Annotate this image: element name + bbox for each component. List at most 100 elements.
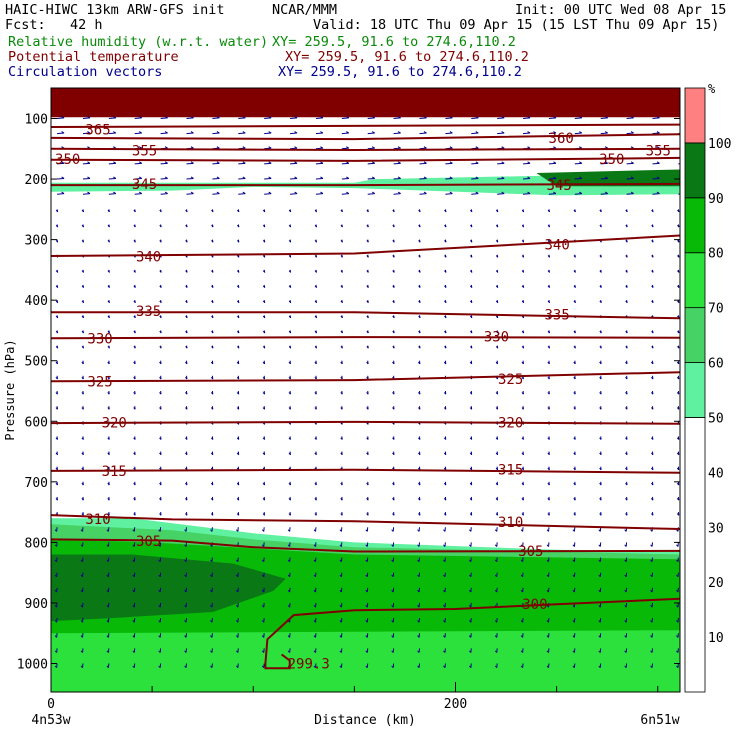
vector-arrow-257 [210,648,213,653]
vector-arrow-38 [82,131,91,135]
vector-arrow-424 [340,375,343,380]
vector-arrow-284 [236,496,240,501]
theta-contour-0 [51,123,680,128]
vector-arrow-137 [133,512,136,516]
vector-arrow-69 [80,602,84,608]
vector-arrow-808 [598,587,602,593]
vector-arrow-114 [134,161,142,165]
vector-arrow-876 [651,496,654,501]
vector-arrow-215 [184,572,188,578]
vector-arrow-10 [55,269,59,273]
vector-arrow-554 [417,663,420,669]
vector-arrow-109 [106,648,110,653]
vector-arrow-605 [469,315,473,319]
vector-arrow-503 [392,451,395,456]
vector-arrow-225 [212,161,220,165]
vector-arrow-600 [469,239,473,243]
vector-arrow-571 [443,360,447,365]
vector-arrow-368 [287,648,291,653]
vector-arrow-540 [418,451,421,456]
vector-arrow-389 [314,406,317,410]
vector-arrow-614 [469,451,473,456]
vector-arrow-863 [651,300,654,304]
vector-arrow-828 [625,330,628,334]
vector-arrow-321 [262,496,266,501]
vector-arrow-209 [185,481,188,486]
vector-arrow-174 [159,512,162,516]
vector-arrow-733 [546,572,550,578]
vector-arrow-24 [55,481,58,486]
vector-arrow-403 [313,618,317,623]
vector-arrow-260 [238,131,246,135]
vector-arrow-714 [547,284,551,288]
vector-arrow-272 [236,315,240,319]
vector-arrow-842 [624,542,628,547]
vector-arrow-145 [132,633,136,638]
vector-arrow-312 [262,360,266,365]
vector-arrow-291 [235,602,239,608]
vector-arrow-67 [80,572,84,578]
vector-arrow-734 [546,587,550,593]
vector-arrow-586 [443,587,446,593]
vector-arrow-737 [546,633,550,638]
vector-arrow-531 [418,315,421,319]
vector-arrow-223 [212,131,220,135]
vector-arrow-8 [55,239,59,243]
vector-arrow-23 [55,466,58,471]
vector-arrow-90 [107,360,110,365]
vector-arrow-59 [81,451,84,456]
vector-arrow-142 [132,587,136,593]
vector-arrow-1 [57,131,65,135]
vector-arrow-406 [313,663,317,669]
vector-arrow-115 [134,176,142,180]
vector-arrow-217 [184,602,188,608]
vector-arrow-176 [158,542,162,547]
theta-contour-2 [51,147,680,152]
vector-arrow-274 [236,345,240,349]
vector-arrow-730 [546,527,550,532]
vector-arrow-904 [676,360,680,365]
colorbar-label-5: 60 [708,357,724,372]
vector-arrow-354 [288,436,291,440]
vector-arrow-545 [417,527,420,532]
vector-arrow-895 [677,224,680,228]
vector-arrow-13 [55,315,59,319]
vector-arrow-589 [443,633,446,638]
vector-arrow-883 [650,602,653,608]
vector-arrow-523 [419,191,427,195]
vector-arrow-537 [418,406,421,410]
vector-arrow-128 [133,375,136,380]
vector-arrow-496 [392,345,395,349]
vector-arrow-193 [185,239,188,243]
vector-arrow-309 [262,315,266,319]
vector-arrow-65 [80,542,84,547]
vector-arrow-303 [262,224,266,228]
vector-arrow-510 [391,557,395,563]
vector-arrow-881 [650,572,653,578]
vector-arrow-744 [574,176,583,180]
vector-arrow-761 [573,436,576,440]
vector-arrow-292 [235,618,239,623]
vector-arrow-657 [494,542,498,547]
vector-arrow-324 [261,542,265,547]
vector-arrow-553 [417,648,420,653]
theta-label-9: 340 [544,237,569,253]
vector-arrow-300 [264,176,272,180]
vector-arrow-921 [676,618,679,623]
colorbar-label-3: 40 [708,466,724,481]
vector-arrow-805 [598,542,602,547]
theta-label-13: 330 [484,330,509,346]
colorbar-bin-5 [684,142,706,199]
theta-label-7: 345 [547,178,572,194]
vector-arrow-141 [132,572,136,578]
vector-arrow-27 [54,527,58,532]
vector-arrow-372 [315,146,324,150]
vector-arrow-849 [624,648,628,653]
vector-arrow-72 [80,648,84,653]
vector-arrow-811 [598,633,602,638]
vector-arrow-689 [521,466,524,471]
vector-arrow-799 [599,451,602,456]
vector-arrow-453 [366,254,369,258]
vector-arrow-672 [521,209,525,213]
rh-region-7 [51,630,680,692]
